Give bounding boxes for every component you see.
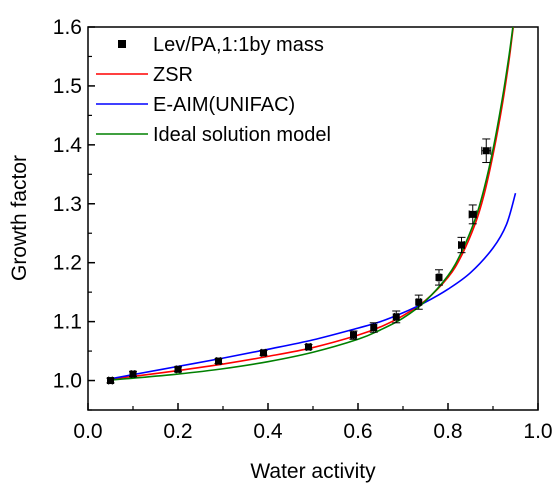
y-tick-label: 1.2 — [53, 252, 82, 275]
measured-point — [129, 370, 137, 378]
y-tick-label: 1.6 — [53, 16, 82, 39]
measured-point — [305, 343, 312, 351]
measured-points — [106, 138, 492, 385]
y-tick-label: 1.0 — [53, 370, 82, 393]
measured-point — [435, 273, 443, 281]
measured-point — [458, 241, 465, 249]
x-tick-label: 0.0 — [73, 420, 102, 443]
model-curves — [110, 27, 517, 381]
measured-point — [215, 357, 222, 365]
x-axis-ticks: 0.0 0.2 0.4 0.6 0.8 1.0 — [73, 403, 553, 443]
measured-point — [370, 324, 378, 332]
legend-label-measured: Lev/PA,1:1by mass — [153, 34, 324, 56]
legend-label-e-aim-unifac: E-AIM(UNIFAC) — [153, 94, 295, 116]
x-tick-label: 0.6 — [343, 420, 372, 443]
ideal-solution-curve — [110, 27, 514, 381]
x-tick-label: 1.0 — [523, 420, 552, 443]
y-axis-label: Growth factor — [8, 155, 31, 281]
measured-point — [469, 210, 477, 218]
y-tick-label: 1.1 — [53, 311, 82, 334]
measured-point — [174, 365, 182, 373]
legend: Lev/PA,1:1by mass ZSR E-AIM(UNIFAC) Ideal s… — [96, 34, 331, 146]
legend-label-ideal-solution: Ideal solution model — [153, 124, 331, 146]
y-tick-label: 1.5 — [53, 75, 82, 98]
measured-point — [392, 313, 400, 321]
legend-label-zsr: ZSR — [153, 64, 193, 86]
zsr-curve — [110, 27, 515, 380]
x-axis-label: Water activity — [250, 460, 376, 483]
y-tick-label: 1.4 — [53, 134, 83, 157]
measured-point — [482, 147, 490, 155]
measured-point — [107, 377, 114, 385]
legend-marker-measured — [118, 40, 126, 48]
e-aim-unifac-curve — [110, 192, 517, 380]
x-tick-label: 0.8 — [433, 420, 462, 443]
y-axis-ticks: 1.0 1.1 1.2 1.3 1.4 1.5 1.6 — [53, 16, 95, 411]
measured-point — [260, 349, 267, 357]
x-tick-label: 0.2 — [163, 420, 192, 443]
measured-point — [415, 298, 423, 306]
measured-point — [350, 331, 357, 339]
y-tick-label: 1.3 — [53, 193, 82, 216]
x-tick-label: 0.4 — [253, 420, 283, 443]
